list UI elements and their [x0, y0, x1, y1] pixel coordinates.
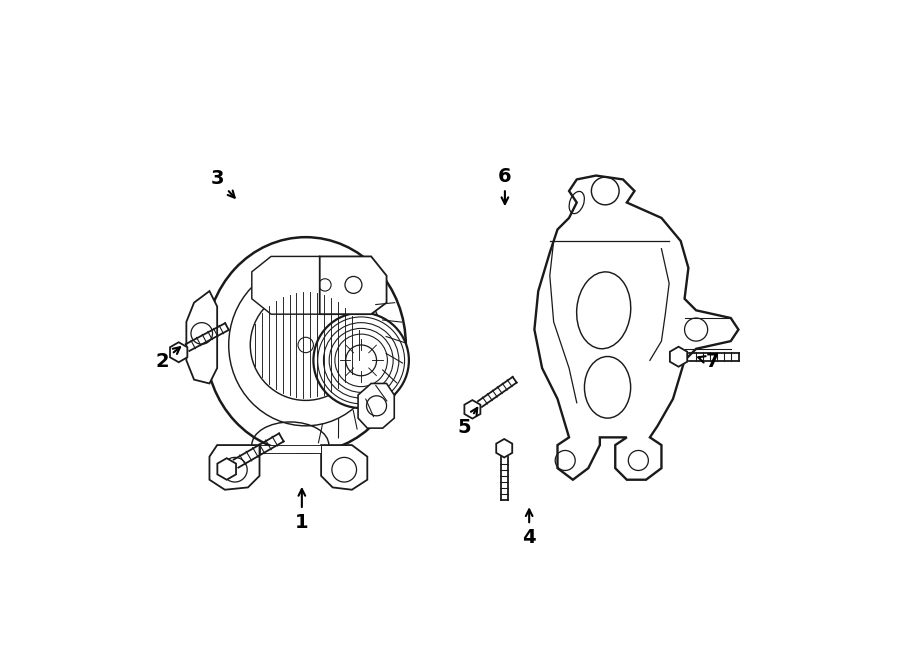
Polygon shape [170, 342, 187, 362]
Polygon shape [670, 347, 688, 367]
Text: 1: 1 [295, 489, 309, 531]
Text: 7: 7 [698, 352, 719, 371]
Circle shape [313, 313, 409, 408]
Text: 6: 6 [498, 167, 512, 204]
Polygon shape [358, 383, 394, 428]
Polygon shape [321, 445, 367, 490]
Text: 3: 3 [211, 169, 235, 198]
Polygon shape [464, 400, 481, 418]
Polygon shape [259, 445, 321, 453]
Text: 4: 4 [522, 510, 536, 547]
Polygon shape [252, 256, 320, 314]
Polygon shape [535, 176, 738, 480]
Polygon shape [496, 439, 512, 457]
Text: 5: 5 [458, 408, 477, 438]
Polygon shape [320, 256, 387, 314]
Polygon shape [210, 445, 259, 490]
Text: 2: 2 [155, 347, 180, 371]
Polygon shape [218, 458, 236, 480]
Polygon shape [186, 291, 217, 383]
